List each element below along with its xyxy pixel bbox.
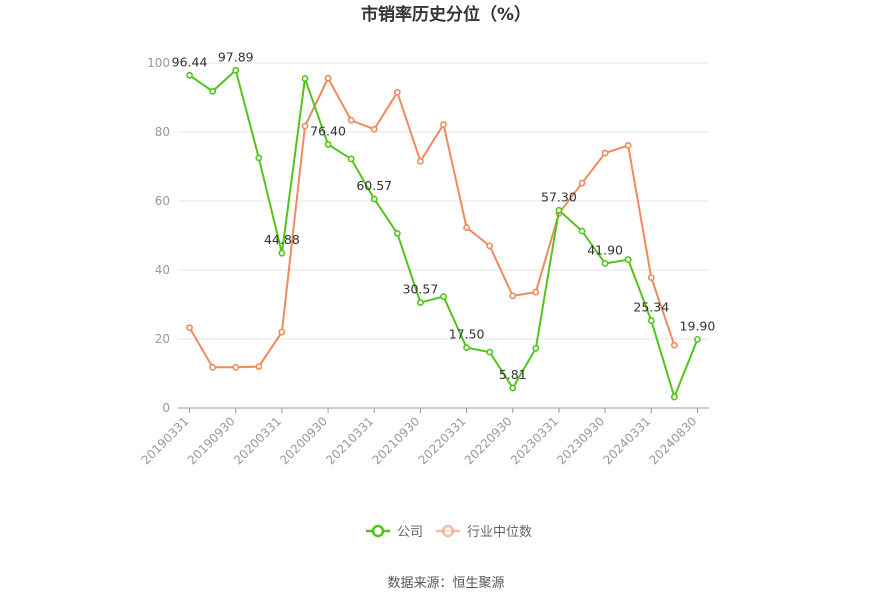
data-point	[601, 260, 609, 267]
data-point	[694, 335, 701, 343]
data-point	[278, 328, 286, 336]
data-point	[393, 230, 401, 237]
data-label: 97.89	[218, 49, 254, 64]
series-layer	[186, 66, 701, 401]
data-point	[209, 363, 217, 371]
y-axis: 0 20 40 60 80 100	[147, 56, 170, 415]
x-tick-label: 20190331	[139, 414, 192, 467]
data-point	[601, 149, 609, 157]
data-point	[486, 348, 494, 356]
x-tick-label: 20220930	[462, 414, 515, 467]
data-point	[578, 227, 586, 235]
data-point	[232, 363, 240, 371]
data-point	[324, 141, 332, 148]
y-tick-label: 60	[155, 194, 170, 208]
chart-title: 市销率历史分位（%）	[361, 4, 531, 25]
data-point	[670, 341, 678, 349]
data-point	[509, 384, 517, 392]
data-point	[324, 74, 332, 82]
data-point	[578, 179, 586, 187]
legend[interactable]: 公司 行业中位数	[366, 524, 532, 540]
y-tick-label: 20	[155, 332, 170, 346]
data-point	[647, 274, 655, 281]
series-0	[186, 66, 701, 401]
data-label: 25.34	[633, 300, 669, 315]
legend-marker-company	[371, 524, 385, 538]
x-tick-label: 20200930	[277, 414, 330, 467]
data-label: 30.57	[403, 282, 439, 297]
x-tick-label: 20230331	[508, 414, 561, 467]
data-label: 96.44	[172, 54, 208, 69]
x-tick-label: 20220331	[416, 414, 469, 467]
series-line	[188, 75, 676, 369]
legend-marker-industry-median	[441, 524, 455, 538]
legend-label-industry-median: 行业中位数	[467, 525, 532, 540]
data-point	[463, 344, 470, 352]
data-point	[232, 66, 240, 74]
data-point	[509, 292, 517, 300]
x-tick-label: 20210331	[323, 414, 376, 467]
data-label: 57.30	[541, 189, 577, 204]
data-point	[301, 75, 309, 82]
data-point	[417, 157, 424, 165]
data-point	[347, 155, 355, 163]
data-label: 60.57	[356, 178, 392, 193]
legend-item-company[interactable]: 公司	[366, 524, 423, 540]
data-label: 17.50	[449, 327, 485, 342]
x-tick-label: 20210930	[369, 414, 422, 467]
x-tick-label: 20230930	[554, 414, 607, 467]
data-point	[370, 195, 378, 203]
data-point	[186, 324, 193, 332]
data-label: 44.88	[264, 232, 300, 247]
data-label: 5.81	[499, 367, 527, 382]
data-point	[532, 344, 540, 352]
data-point	[255, 154, 263, 162]
data-labels: 96.44 97.89 44.88 76.40 60.57 30.57 17.50 5.81 5…	[172, 49, 716, 382]
data-label: 76.40	[310, 123, 346, 138]
data-point	[209, 87, 217, 95]
grid-lines	[178, 62, 709, 340]
data-point	[463, 224, 470, 231]
data-point	[301, 122, 309, 130]
data-source: 数据来源：恒生聚源	[387, 576, 504, 591]
x-axis: 2019033120190930202003312020093020210331…	[139, 407, 709, 467]
data-point	[417, 299, 424, 306]
x-tick-label: 20240331	[600, 414, 653, 467]
x-tick-label: 20200331	[231, 414, 284, 467]
data-point	[624, 142, 632, 149]
data-point	[255, 363, 263, 370]
data-point	[647, 317, 655, 324]
y-tick-label: 0	[162, 401, 170, 415]
data-point	[624, 256, 632, 264]
data-point	[370, 125, 378, 133]
y-tick-label: 100	[147, 56, 170, 70]
x-tick-label: 20190930	[185, 414, 238, 467]
data-label: 41.90	[587, 242, 623, 257]
data-point	[347, 116, 355, 124]
series-1	[186, 74, 678, 371]
x-tick-label: 20240830	[646, 414, 699, 467]
data-point	[670, 393, 678, 401]
data-point	[486, 242, 494, 250]
data-label: 19.90	[680, 318, 716, 333]
data-point	[440, 121, 447, 128]
legend-label-company: 公司	[397, 525, 423, 540]
legend-item-industry-median[interactable]: 行业中位数	[436, 524, 532, 540]
data-point	[186, 71, 193, 79]
data-point	[555, 206, 563, 214]
data-point	[393, 88, 401, 96]
data-point	[532, 288, 540, 296]
data-point	[278, 249, 286, 257]
data-point	[440, 293, 447, 300]
y-tick-label: 40	[155, 263, 170, 277]
y-tick-label: 80	[155, 125, 170, 139]
